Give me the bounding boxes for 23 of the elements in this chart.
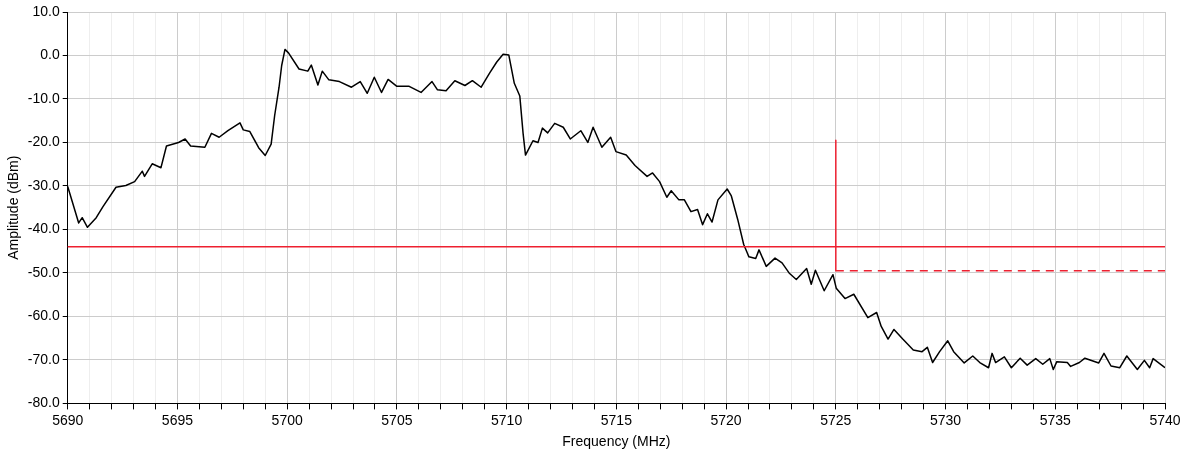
y-tick-label: 0.0 <box>40 46 60 63</box>
x-tick-label: 5725 <box>820 411 852 428</box>
x-axis-title: Frequency (MHz) <box>562 433 671 450</box>
y-tick-label: -70.0 <box>27 350 60 367</box>
y-tick-label: -50.0 <box>27 263 60 280</box>
x-tick-label: 5740 <box>1149 411 1181 428</box>
y-tick-label: -30.0 <box>27 176 60 193</box>
y-tick-label: 10.0 <box>32 2 60 19</box>
x-tick-label: 5700 <box>271 411 303 428</box>
x-tick-label: 5705 <box>381 411 413 428</box>
y-tick-label: -60.0 <box>27 307 60 324</box>
x-tick-label: 5710 <box>491 411 523 428</box>
x-tick-label: 5715 <box>600 411 633 428</box>
x-tick-label: 5730 <box>929 411 962 428</box>
x-tick-label: 5695 <box>161 411 194 428</box>
x-tick-label: 5735 <box>1039 411 1072 428</box>
y-tick-label: -10.0 <box>27 89 60 106</box>
y-tick-label: -80.0 <box>27 394 60 411</box>
y-axis-title: Amplitude (dBm) <box>5 155 22 260</box>
x-tick-label: 5720 <box>710 411 742 428</box>
y-tick-label: -40.0 <box>27 220 60 237</box>
x-tick-label: 5690 <box>52 411 84 428</box>
y-tick-label: -20.0 <box>27 133 60 150</box>
